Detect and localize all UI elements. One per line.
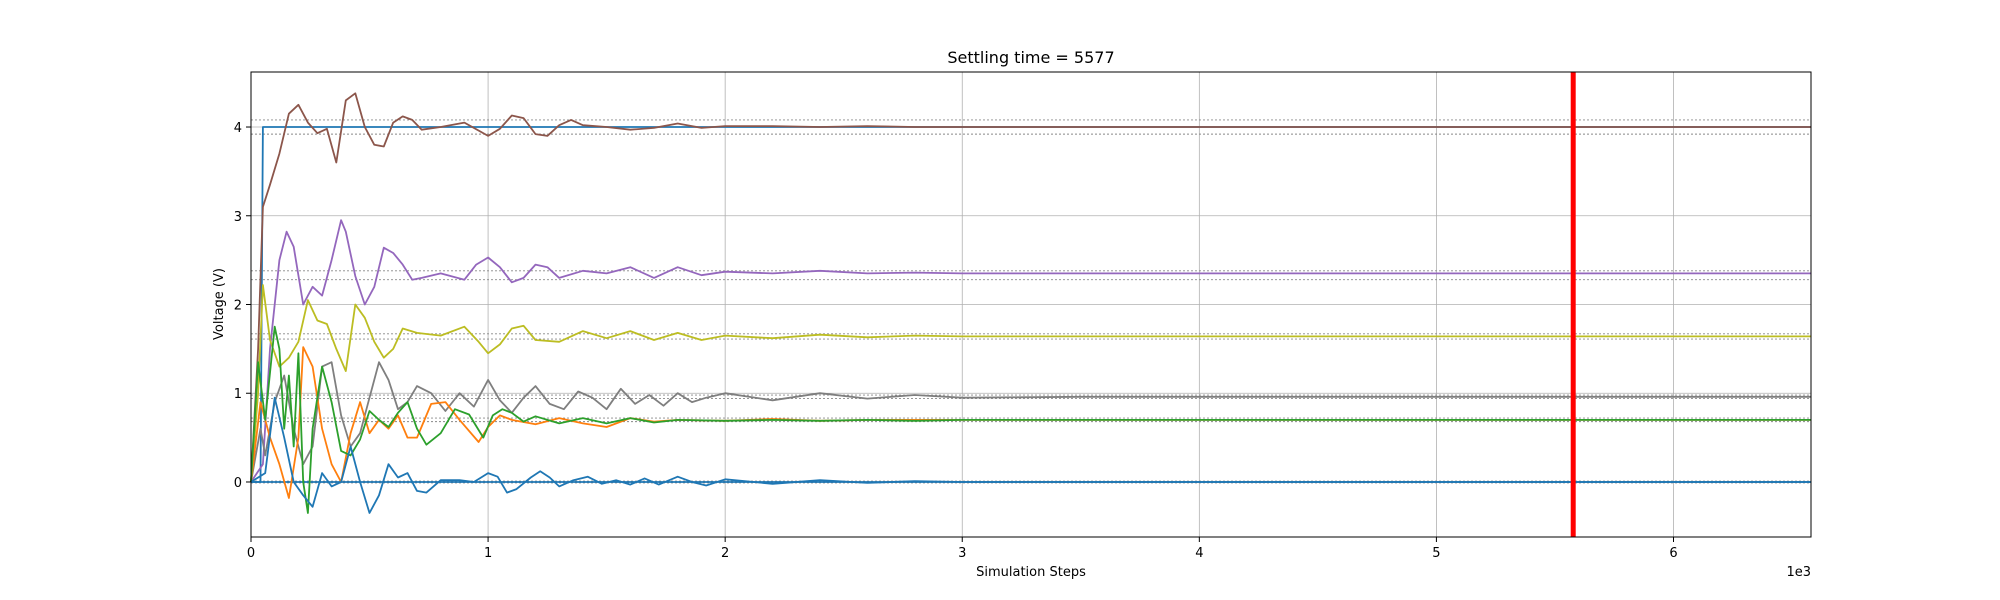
series-line-8 xyxy=(250,396,1811,514)
y-axis-label: Voltage (V) xyxy=(212,268,227,340)
y-tick-label-1: 1 xyxy=(234,387,242,402)
series-line-2 xyxy=(250,92,1811,483)
y-tick-label-0: 0 xyxy=(234,476,242,491)
x-tick-label-6: 6 xyxy=(1669,546,1677,561)
x-tick-label-1: 1 xyxy=(484,546,492,561)
chart-title: Settling time = 5577 xyxy=(947,48,1114,67)
series-line-4 xyxy=(250,284,1811,483)
x-axis-ticks: 0 1 2 3 4 5 6 xyxy=(247,537,1678,561)
x-tick-label-0: 0 xyxy=(247,546,255,561)
x-tick-label-5: 5 xyxy=(1432,546,1440,561)
y-tick-label-2: 2 xyxy=(234,299,242,314)
y-tick-label-4: 4 xyxy=(234,121,242,136)
x-tick-label-4: 4 xyxy=(1195,546,1203,561)
x-tick-label-3: 3 xyxy=(958,546,966,561)
x-axis-label: Simulation Steps xyxy=(976,565,1086,580)
x-axis-scale-label: 1e3 xyxy=(1786,565,1811,580)
series-line-7 xyxy=(250,325,1811,514)
series-line-3 xyxy=(250,219,1811,483)
y-tick-label-3: 3 xyxy=(234,210,242,225)
x-tick-label-2: 2 xyxy=(721,546,729,561)
y-axis-ticks: 0 1 2 3 4 xyxy=(234,121,251,491)
series-lines xyxy=(250,92,1811,514)
